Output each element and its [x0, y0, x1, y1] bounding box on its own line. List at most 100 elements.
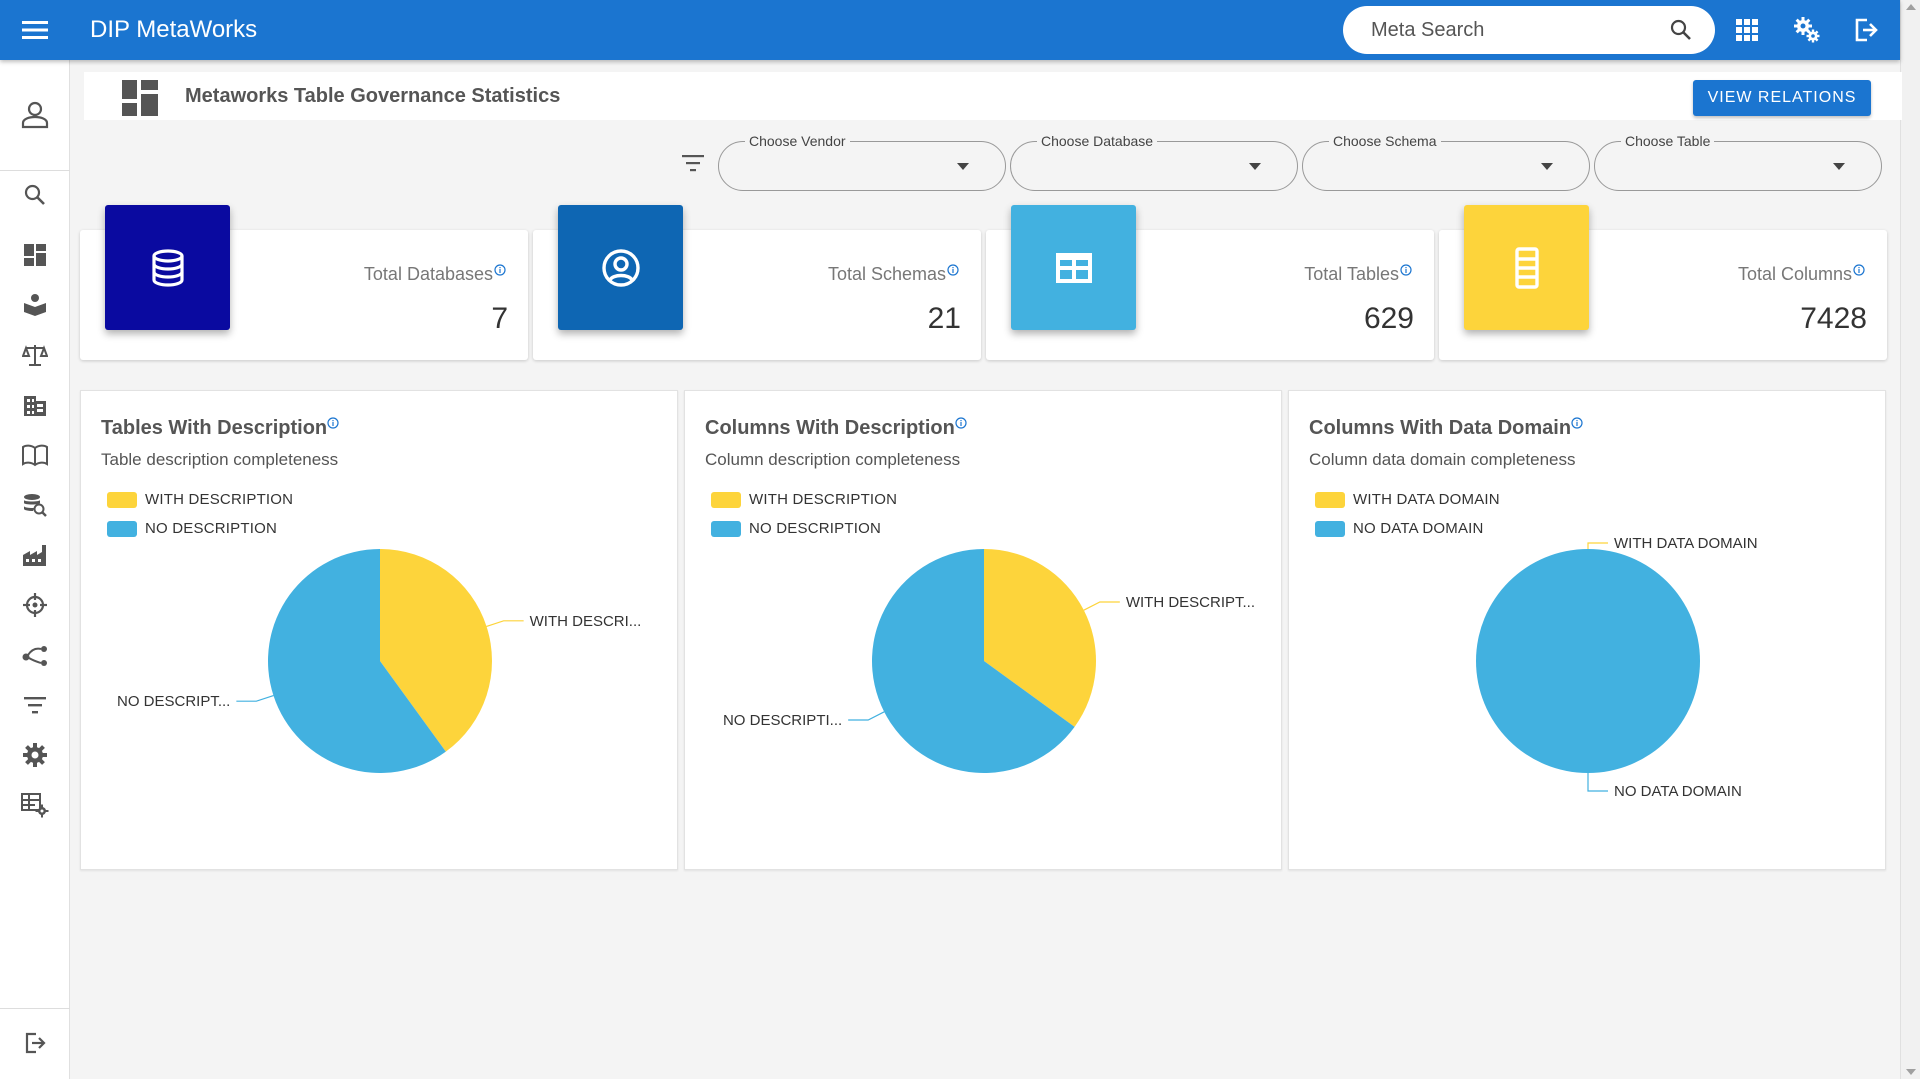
sidebar-item-lineage[interactable]	[15, 635, 55, 675]
pie-slice[interactable]	[380, 549, 492, 752]
chart-subtitle: Table description completeness	[101, 450, 339, 469]
pie-slice[interactable]	[984, 549, 1096, 727]
scroll-down-arrow-icon[interactable]	[1906, 1069, 1916, 1075]
dashboard-icon	[122, 80, 158, 116]
sidebar-item-table-settings[interactable]	[15, 785, 55, 825]
sidebar-item-factory[interactable]	[15, 535, 55, 575]
stat-value: 629	[1363, 302, 1414, 335]
legend-item[interactable]: NO DESCRIPTION	[107, 520, 277, 537]
dashboard-icon	[24, 244, 46, 266]
top-app-bar: DIP MetaWorks	[0, 0, 1900, 60]
sidebar-item-business[interactable]	[15, 385, 55, 425]
legend-item[interactable]: NO DATA DOMAIN	[1315, 520, 1484, 537]
table-settings-icon	[21, 793, 49, 818]
info-icon[interactable]	[494, 264, 506, 276]
filter-icon	[24, 697, 46, 714]
logout-icon	[1855, 18, 1878, 42]
admin-settings-button[interactable]	[1787, 10, 1827, 50]
pie-chart: WITH DATA DOMAIN NO DATA DOMAIN	[1476, 535, 1758, 800]
table-select[interactable]: Choose Table	[1594, 133, 1882, 191]
sidebar-item-filter[interactable]	[15, 685, 55, 725]
chart-subtitle: Column data domain completeness	[1309, 450, 1576, 469]
legend-swatch	[107, 520, 137, 537]
legend-item[interactable]: NO DESCRIPTION	[711, 520, 881, 537]
legend-swatch	[1315, 491, 1345, 508]
vendor-select-label: Choose Vendor	[745, 133, 850, 149]
sidebar-item-governance[interactable]	[15, 335, 55, 375]
dropdown-arrow-icon	[1833, 163, 1845, 170]
view-relations-button[interactable]: VIEW RELATIONS	[1693, 80, 1871, 116]
legend-label: WITH DESCRIPTION	[145, 491, 294, 508]
pie-slice[interactable]	[1476, 549, 1700, 773]
filter-icon[interactable]	[680, 150, 706, 176]
legend-swatch	[711, 520, 741, 537]
scroll-up-arrow-icon[interactable]	[1906, 4, 1916, 10]
stat-value: 7	[491, 302, 508, 335]
chart-card-columns-description: Columns With Description Column descript…	[684, 390, 1282, 870]
sidebar-item-catalog[interactable]	[15, 285, 55, 325]
page-scrollbar[interactable]	[1900, 0, 1920, 1079]
meta-search-box[interactable]	[1343, 6, 1715, 54]
user-icon	[21, 101, 49, 129]
settings-icon	[23, 743, 47, 767]
apps-grid-icon	[1736, 19, 1758, 41]
page-title: Metaworks Table Governance Statistics	[185, 85, 561, 107]
info-icon[interactable]	[327, 417, 339, 429]
sidebar-item-dashboard[interactable]	[15, 235, 55, 275]
stat-label: Total Databases	[364, 264, 506, 285]
menu-button[interactable]	[0, 0, 70, 60]
legend-swatch	[107, 491, 137, 508]
stat-label: Total Tables	[1304, 264, 1412, 285]
columns-tile	[1464, 205, 1589, 330]
glossary-icon	[22, 444, 48, 467]
chart-card-tables-description: Tables With Description Table descriptio…	[80, 390, 678, 870]
pie-chart: WITH DESCRIPT... NO DESCRIPTI...	[723, 549, 1255, 773]
database-select[interactable]: Choose Database	[1010, 133, 1298, 191]
pie-leader-line	[1083, 601, 1120, 611]
info-icon[interactable]	[955, 417, 967, 429]
sidebar-item-profile[interactable]	[15, 95, 55, 135]
legend-label: WITH DESCRIPTION	[749, 491, 898, 508]
sidebar-item-logout[interactable]	[15, 1023, 55, 1063]
pie-slice[interactable]	[267, 549, 446, 773]
info-icon[interactable]	[1571, 417, 1583, 429]
logout-icon	[25, 1032, 46, 1054]
sidebar-divider	[0, 170, 70, 171]
table-select-label: Choose Table	[1621, 133, 1715, 149]
dropdown-arrow-icon	[957, 163, 969, 170]
crosshair-icon	[23, 593, 47, 617]
apps-grid-button[interactable]	[1727, 10, 1767, 50]
sidebar-item-search[interactable]	[15, 175, 55, 215]
table-icon	[1055, 252, 1092, 283]
pie-slice-label: NO DESCRIPT...	[117, 693, 230, 710]
sidebar-item-target[interactable]	[15, 585, 55, 625]
gears-icon	[1794, 17, 1820, 43]
legend-item[interactable]: WITH DESCRIPTION	[711, 491, 897, 508]
info-icon[interactable]	[1853, 264, 1865, 276]
legend-label: NO DATA DOMAIN	[1353, 520, 1484, 537]
logout-button[interactable]	[1846, 10, 1886, 50]
meta-search-input[interactable]	[1371, 18, 1669, 42]
info-icon[interactable]	[947, 264, 959, 276]
search-icon[interactable]	[1669, 18, 1693, 42]
stat-value: 21	[927, 302, 961, 335]
sidebar-item-settings[interactable]	[15, 735, 55, 775]
pie-leader-line	[1587, 542, 1608, 549]
legend-item[interactable]: WITH DESCRIPTION	[107, 491, 293, 508]
sidebar-item-data-search[interactable]	[15, 485, 55, 525]
catalog-icon	[24, 294, 46, 316]
app-title[interactable]: DIP MetaWorks	[90, 16, 258, 43]
pie-slice-label: NO DESCRIPTI...	[723, 712, 842, 729]
stat-label: Total Columns	[1738, 264, 1865, 285]
account-circle-icon	[601, 248, 640, 287]
pie-slice-label: NO DATA DOMAIN	[1614, 783, 1742, 800]
chart-title: Tables With Description	[101, 417, 339, 440]
sidebar-item-glossary[interactable]	[15, 435, 55, 475]
pie-slice[interactable]	[872, 549, 1075, 773]
vendor-select[interactable]: Choose Vendor	[718, 133, 1006, 191]
schema-select-label: Choose Schema	[1329, 133, 1441, 149]
legend-item[interactable]: WITH DATA DOMAIN	[1315, 491, 1500, 508]
schema-select[interactable]: Choose Schema	[1302, 133, 1590, 191]
database-select-label: Choose Database	[1037, 133, 1158, 149]
info-icon[interactable]	[1400, 264, 1412, 276]
